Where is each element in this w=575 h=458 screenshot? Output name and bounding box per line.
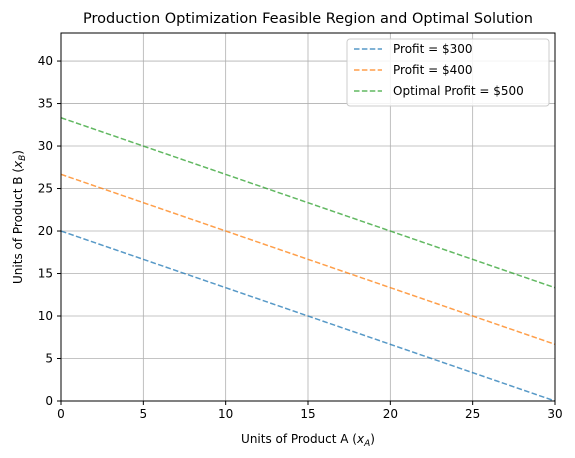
y-axis-label: Units of Product B (xB) bbox=[11, 150, 28, 284]
y-tick-label: 15 bbox=[38, 267, 53, 281]
y-tick-label: 5 bbox=[45, 352, 53, 366]
y-tick-label: 20 bbox=[38, 224, 53, 238]
legend-label-3: Optimal Profit = $500 bbox=[393, 84, 524, 98]
legend-label-1: Profit = $300 bbox=[393, 42, 473, 56]
y-ticks: 0 5 10 15 20 25 30 35 40 bbox=[38, 54, 61, 408]
y-tick-label: 25 bbox=[38, 182, 53, 196]
x-tick-label: 25 bbox=[465, 407, 480, 421]
x-tick-label: 5 bbox=[140, 407, 148, 421]
legend: Profit = $300 Profit = $400 Optimal Profit… bbox=[347, 39, 549, 106]
x-tick-label: 10 bbox=[218, 407, 233, 421]
chart-title: Production Optimization Feasible Region … bbox=[83, 11, 533, 27]
y-tick-label: 35 bbox=[38, 97, 53, 111]
x-tick-label: 30 bbox=[547, 407, 562, 421]
x-tick-label: 15 bbox=[300, 407, 315, 421]
y-tick-label: 0 bbox=[45, 394, 53, 408]
x-ticks: 0 5 10 15 20 25 30 bbox=[57, 401, 562, 421]
y-tick-label: 10 bbox=[38, 309, 53, 323]
x-tick-label: 0 bbox=[57, 407, 65, 421]
y-tick-label: 40 bbox=[38, 54, 53, 68]
y-tick-label: 30 bbox=[38, 139, 53, 153]
x-tick-label: 20 bbox=[383, 407, 398, 421]
legend-label-2: Profit = $400 bbox=[393, 63, 473, 77]
x-axis-label: Units of Product A (xA) bbox=[241, 432, 375, 449]
